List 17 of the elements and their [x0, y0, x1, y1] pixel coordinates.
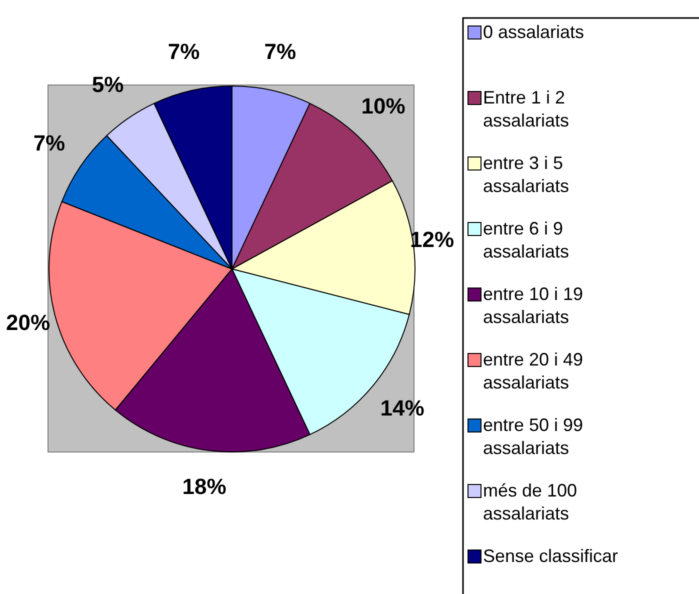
data-label: 7%	[168, 39, 200, 64]
legend-label: entre 50 i 99 assalariats	[483, 414, 584, 458]
data-label: 5%	[92, 72, 124, 98]
data-label: 14%	[380, 396, 424, 421]
data-label: 10%	[361, 94, 406, 119]
legend-label: entre 20 i 49 assalariats	[483, 349, 584, 392]
data-label: 20%	[6, 310, 50, 335]
legend-label: més de 100 assalariats	[483, 480, 578, 524]
legend-label: Sense classificar	[483, 546, 618, 566]
data-label: 7%	[264, 39, 296, 64]
legend-label: entre 10 i 19 assalariats	[483, 284, 584, 327]
data-label: 7%	[33, 130, 66, 156]
legend-label: 0 assalariats	[483, 22, 584, 42]
legend-label: entre 3 i 5 assalariats	[483, 152, 570, 196]
legend-label: Entre 1 i 2 assalariats	[483, 87, 570, 130]
data-label: 18%	[182, 474, 226, 500]
legend-label: entre 6 i 9 assalariats	[483, 218, 570, 262]
